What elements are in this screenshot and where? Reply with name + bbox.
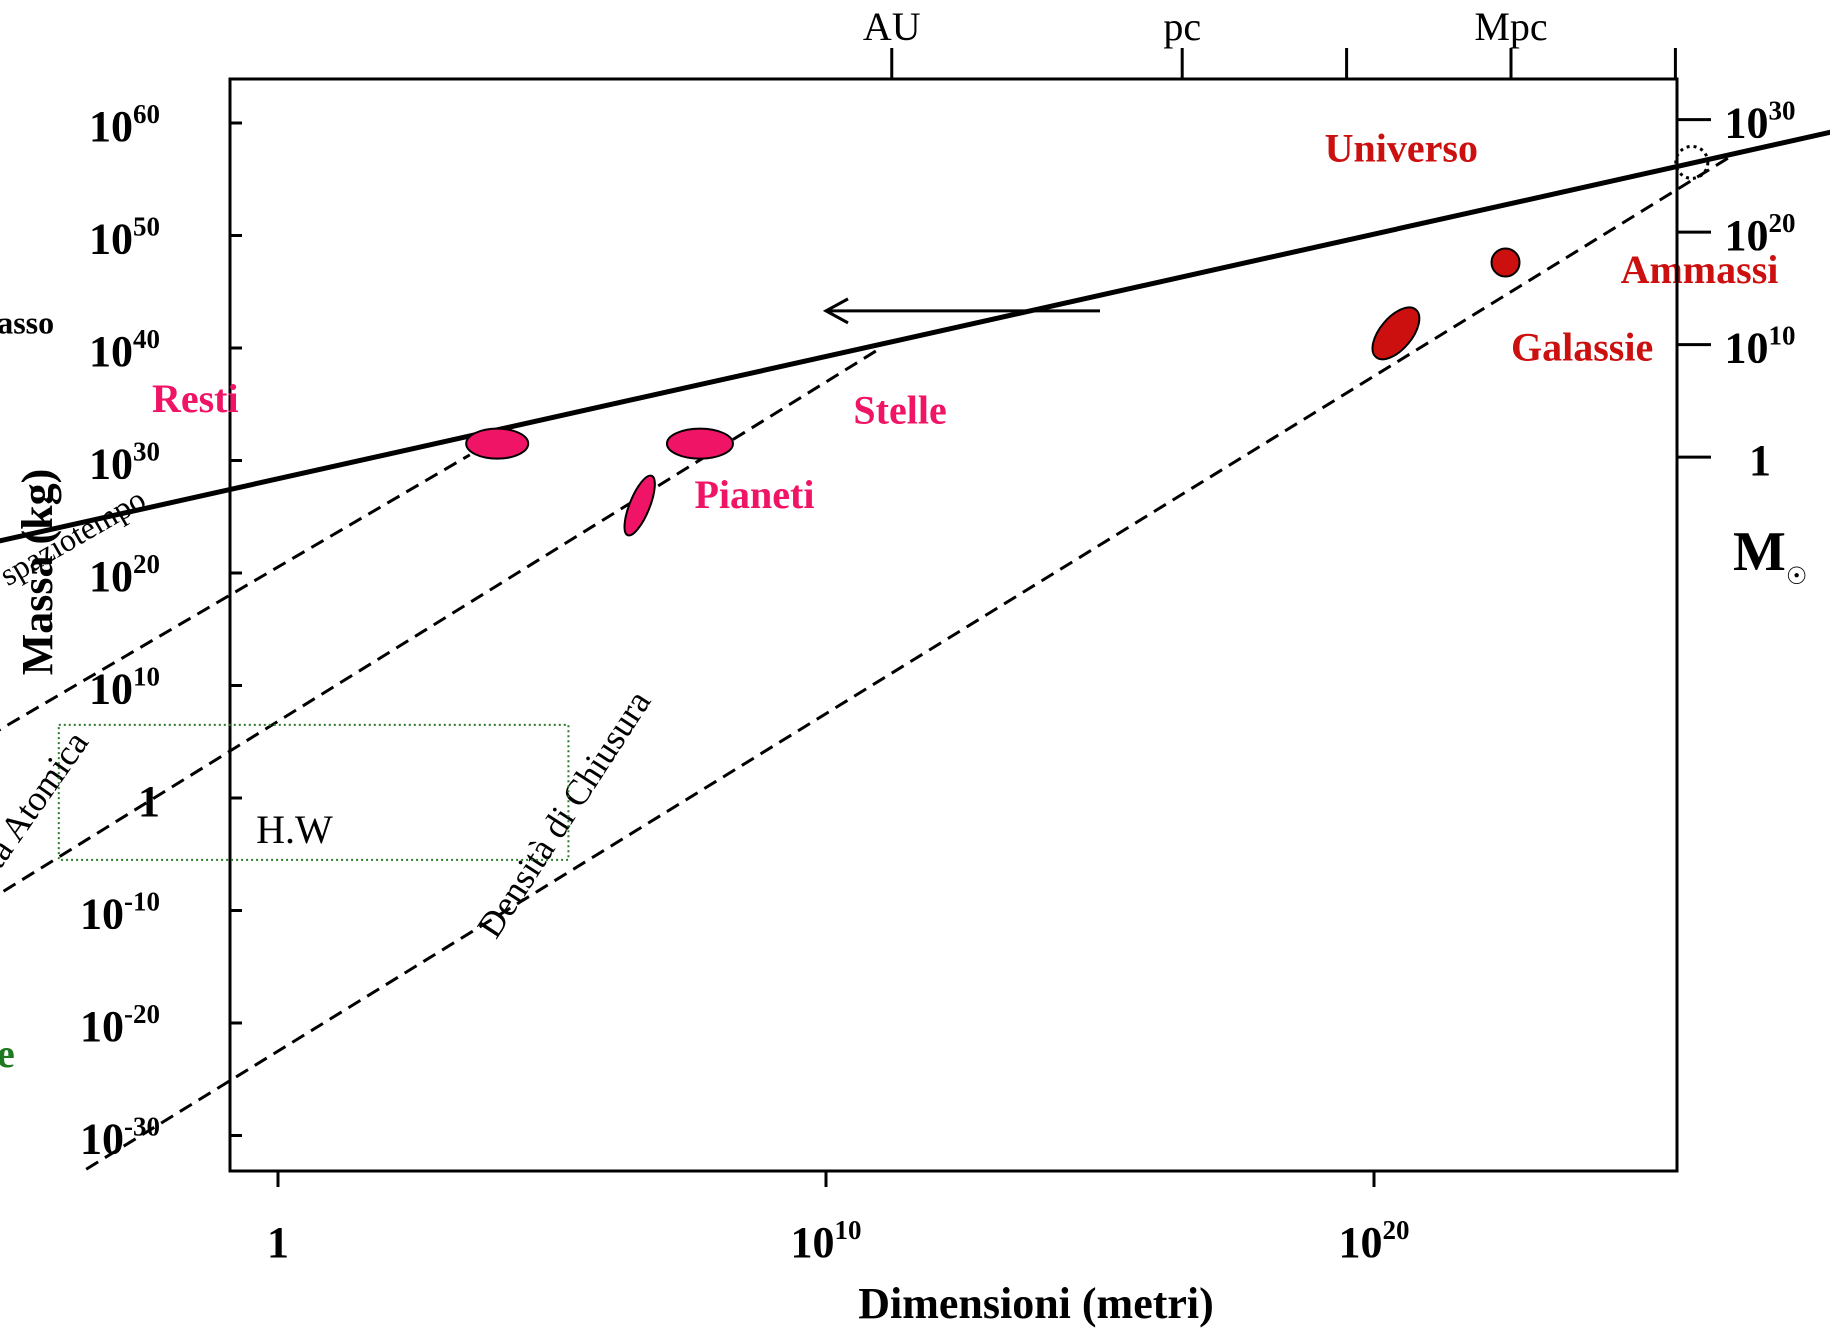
x-tick-label-exp: 10 <box>835 1215 862 1245</box>
axes-layer: 10-2010-10110101020103010601050104010301… <box>80 4 1796 1267</box>
y-tick-label-base: 10 <box>80 1115 124 1164</box>
right-axis-label-base: M <box>1733 521 1786 583</box>
y-tick-label-exp: -10 <box>124 887 160 917</box>
object-label: Universo <box>1325 125 1478 170</box>
y-tick-label: 1010 <box>89 662 160 714</box>
x-tick-label-base: 10 <box>791 1218 835 1267</box>
object-label: Pianeti <box>694 472 814 517</box>
y-tick-label-exp: 20 <box>133 549 160 579</box>
stelle-marker <box>665 427 734 460</box>
objects-layer <box>465 144 1710 537</box>
x-axis-label: Dimensioni (metri) <box>858 1279 1214 1328</box>
y-tick-label-base: 10 <box>89 215 133 264</box>
object-label: Galassie <box>1511 324 1653 369</box>
galassie-marker <box>1371 306 1421 361</box>
top-tick-label: pc <box>1163 4 1201 49</box>
object-label: Ammassi <box>1621 247 1779 292</box>
x-tick-label-base: 1 <box>267 1218 289 1267</box>
right-tick-label-base: 1 <box>1749 436 1771 485</box>
y-tick-label-base: 10 <box>89 665 133 714</box>
top-tick-label: AU <box>863 4 921 49</box>
x-tick-label: 1020 <box>1339 1215 1410 1267</box>
y-tick-label-exp: 30 <box>133 437 160 467</box>
y-tick-label: 1060 <box>89 99 160 151</box>
y-tick-label-base: 1 <box>138 777 160 826</box>
x-tick-label: 1 <box>267 1218 289 1267</box>
right-tick-label-base: 10 <box>1725 324 1769 373</box>
right-tick-label-exp: 30 <box>1769 96 1796 126</box>
right-tick-label: 1010 <box>1725 321 1796 373</box>
right-tick-label: 1030 <box>1725 96 1796 148</box>
density-line <box>0 453 471 732</box>
x-tick-label-exp: 20 <box>1383 1215 1410 1245</box>
sun-symbol: ☉ <box>1786 564 1808 590</box>
density-line <box>85 155 1731 1171</box>
resti-marker <box>465 427 530 460</box>
y-tick-label-exp: -30 <box>124 1112 160 1142</box>
annotation: collasso <box>0 304 54 340</box>
y-tick-label-exp: -20 <box>124 999 160 1029</box>
lines-layer: massa deforma lo spaziotempoDensità Nucl… <box>0 129 1830 1171</box>
y-tick-label: 10-20 <box>80 999 160 1051</box>
annotation: H.W <box>256 807 333 852</box>
y-tick-label-exp: 60 <box>133 99 160 129</box>
x-tick-label: 1010 <box>791 1215 862 1267</box>
y-tick-label: 1040 <box>89 324 160 376</box>
y-tick-label-base: 10 <box>80 1002 124 1051</box>
y-tick-label-exp: 10 <box>133 662 160 692</box>
y-tick-label-base: 10 <box>89 327 133 376</box>
y-tick-label-base: 10 <box>80 890 124 939</box>
schwarzschild-line <box>0 129 1830 544</box>
top-tick-label: Mpc <box>1474 4 1547 49</box>
right-axis-label: M☉ <box>1733 521 1807 590</box>
ammassi-marker <box>1490 247 1521 278</box>
y-tick-label-base: 10 <box>89 102 133 151</box>
y-tick-label: 1030 <box>89 437 160 489</box>
y-axis-label: Massa (kg) <box>13 469 62 676</box>
right-tick-label-exp: 10 <box>1769 321 1796 351</box>
object-label: Molecole <box>0 1031 15 1076</box>
right-tick-label-base: 10 <box>1725 99 1769 148</box>
right-tick-label: 1 <box>1749 436 1771 485</box>
y-tick-label-exp: 50 <box>133 212 160 242</box>
right-tick-label: 1020 <box>1725 208 1796 260</box>
x-tick-label-base: 10 <box>1339 1218 1383 1267</box>
object-label: Resti <box>152 376 239 421</box>
plot-frame <box>228 77 1679 1173</box>
y-tick-label: 10-10 <box>80 887 160 939</box>
pianeti-marker <box>623 474 656 537</box>
y-tick-label-base: 10 <box>89 440 133 489</box>
hw-box <box>57 723 570 861</box>
line-label: Densità di Chiusura <box>469 683 658 945</box>
object-label: Stelle <box>853 387 946 432</box>
y-tick-label: 1 <box>138 777 160 826</box>
density-line <box>0 346 882 896</box>
right-tick-label-exp: 20 <box>1769 208 1796 238</box>
y-tick-label: 1020 <box>89 549 160 601</box>
labels-layer: NucleiMolecoleAtomiRestiStellePianetiGal… <box>0 125 1779 1076</box>
y-tick-label-base: 10 <box>89 552 133 601</box>
collasso-arrow-head <box>822 297 849 325</box>
y-tick-label-exp: 40 <box>133 324 160 354</box>
y-tick-label: 1050 <box>89 212 160 264</box>
y-tick-label: 10-30 <box>80 1112 160 1164</box>
right-tick-label-base: 10 <box>1725 211 1769 260</box>
